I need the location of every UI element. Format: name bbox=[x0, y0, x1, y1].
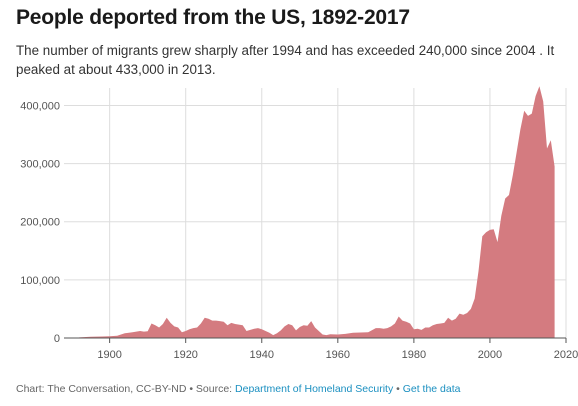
chart-footer: Chart: The Conversation, CC-BY-ND • Sour… bbox=[16, 383, 461, 395]
y-axis: 0 100,000 200,000 300,000 400,000 bbox=[20, 100, 60, 345]
x-tick-label: 1940 bbox=[250, 349, 274, 361]
y-tick-label: 200,000 bbox=[20, 217, 60, 229]
source-link[interactable]: Department of Homeland Security bbox=[235, 383, 394, 395]
x-axis: 1900 1920 1940 1960 1980 2000 2020 bbox=[64, 337, 578, 361]
gridlines bbox=[64, 88, 567, 338]
chart-subtitle: The number of migrants grew sharply afte… bbox=[16, 43, 555, 77]
x-tick-label: 1980 bbox=[402, 349, 426, 361]
x-tick-label: 2000 bbox=[478, 349, 502, 361]
series-layer bbox=[79, 86, 555, 338]
y-tick-label: 300,000 bbox=[20, 159, 60, 171]
source-separator: • Source: bbox=[186, 383, 236, 395]
x-tick-label: 1900 bbox=[97, 349, 121, 361]
x-tick-label: 2020 bbox=[554, 349, 578, 361]
x-tick-label: 1920 bbox=[173, 349, 197, 361]
credit-text: Chart: The Conversation, CC-BY-ND bbox=[16, 383, 187, 395]
y-tick-label: 0 bbox=[54, 333, 60, 345]
get-data-link[interactable]: Get the data bbox=[402, 383, 461, 395]
y-tick-label: 100,000 bbox=[20, 275, 60, 287]
chart-title: People deported from the US, 1892-2017 bbox=[16, 6, 410, 29]
deportations-area bbox=[79, 86, 555, 338]
link-separator: • bbox=[393, 383, 403, 395]
y-tick-label: 400,000 bbox=[20, 100, 60, 112]
x-tick-label: 1960 bbox=[326, 349, 350, 361]
